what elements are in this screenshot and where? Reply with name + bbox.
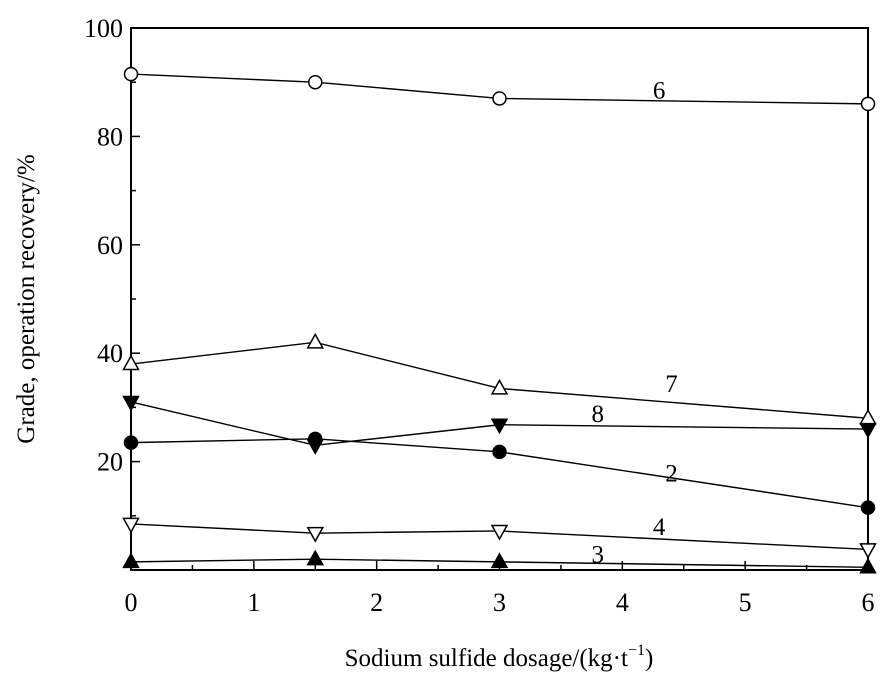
y-tick-label: 100 [84, 14, 123, 43]
series-line [130, 73, 869, 105]
x-tick-label: 2 [370, 588, 383, 617]
data-point-marker [123, 435, 139, 450]
x-axis-title: Sodium sulfide dosage/(kg·t−1) [345, 642, 654, 672]
series-line [130, 341, 869, 419]
data-point-marker [492, 91, 507, 106]
data-point-marker [490, 378, 509, 395]
series-line [130, 558, 869, 568]
x-tick-label: 4 [616, 588, 629, 617]
x-axis-title-main: Sodium sulfide dosage/(kg·t [345, 645, 628, 672]
data-point-marker [122, 552, 140, 569]
x-tick-label: 3 [493, 588, 506, 617]
data-point-marker [308, 74, 323, 90]
data-point-marker [859, 422, 877, 439]
y-tick-label: 80 [97, 122, 123, 151]
series-label-7: 7 [665, 371, 678, 398]
x-axis-title-end: ) [645, 645, 653, 672]
data-point-marker [860, 96, 876, 112]
series-labels: 6 7 8 2 4 3 [592, 77, 678, 568]
data-point-marker [859, 543, 877, 559]
series-6 [123, 66, 876, 112]
y-tick-label: 60 [97, 231, 123, 260]
data-point-marker [860, 500, 876, 515]
series-label-2: 2 [665, 461, 678, 488]
data-point-marker [122, 517, 140, 534]
series-label-4: 4 [653, 514, 666, 541]
series-label-3: 3 [592, 541, 605, 568]
data-point-marker [306, 526, 325, 543]
series-4 [122, 517, 877, 559]
series-line [130, 438, 869, 509]
data-point-marker [492, 444, 507, 460]
data-point-marker [490, 552, 509, 569]
data-point-marker [306, 332, 325, 349]
plot-frame [130, 27, 869, 571]
data-point-marker [308, 431, 323, 447]
series-7 [122, 332, 877, 425]
data-point-marker [490, 418, 509, 435]
series-lines [122, 66, 877, 574]
data-point-marker [490, 524, 509, 541]
x-tick-label: 5 [739, 588, 752, 617]
data-point-marker [859, 557, 877, 574]
y-tick-label: 20 [97, 448, 123, 477]
x-axis-title-superscript: −1 [628, 642, 645, 659]
y-tick-label: 40 [97, 339, 123, 368]
series-3 [122, 549, 877, 574]
x-tick-label: 1 [247, 588, 260, 617]
x-tick-label: 0 [125, 588, 138, 617]
y-axis-title: Grade, operation recovery/% [13, 154, 40, 443]
data-point-marker [859, 408, 877, 425]
data-point-marker [122, 354, 140, 371]
data-point-marker [306, 549, 325, 566]
series-line [130, 523, 869, 551]
series-label-6: 6 [653, 77, 666, 104]
data-point-marker [123, 66, 139, 82]
series-2 [123, 431, 876, 515]
y-axis: 20 40 60 80 100 [84, 14, 140, 571]
series-line [130, 401, 869, 447]
series-label-8: 8 [592, 401, 605, 428]
x-tick-label: 6 [862, 588, 875, 617]
data-point-marker [122, 395, 140, 412]
